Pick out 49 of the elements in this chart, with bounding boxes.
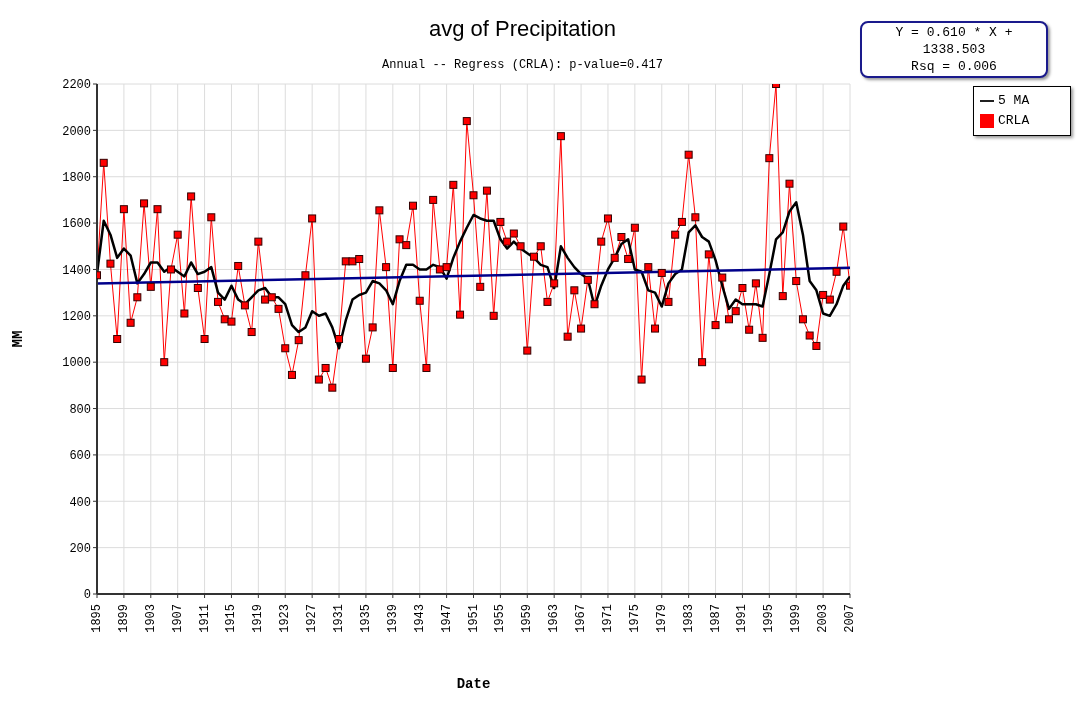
x-tick-label: 1895 [90,604,104,633]
line-series [97,200,850,350]
y-tick-label: 1400 [62,263,91,278]
x-tick-label: 1951 [466,604,481,633]
x-tick-label: 1935 [358,604,373,633]
y-tick-label: 2200 [62,78,91,93]
y-axis-title: MM [9,330,26,348]
x-tick-label: 1899 [116,604,131,633]
x-tick-label: 1943 [412,604,427,633]
x-tick-label: 1983 [681,604,696,633]
x-tick-label: 1911 [197,604,212,633]
y-tick-label: 600 [69,449,91,464]
y-tick-label: 800 [69,402,91,417]
x-tick-label: 1923 [278,604,293,633]
x-tick-label: 1947 [439,604,454,633]
x-tick-label: 1995 [762,604,777,633]
y-tick-label: 1200 [62,310,91,325]
x-tick-label: 1963 [547,604,562,633]
x-tick-label: 1915 [224,604,239,633]
y-tick-label: 200 [69,541,91,556]
x-tick-label: 2007 [843,604,857,633]
y-tick-label: 1800 [62,170,91,185]
y-tick-label: 1000 [62,356,91,371]
x-tick-label: 2003 [816,604,831,633]
chart-title: avg of Precipitation [428,16,617,41]
x-tick-label: 1971 [600,604,615,633]
x-tick-label: 1975 [627,604,642,633]
legend-label: 5 MA [998,93,1030,108]
y-tick-label: 2000 [62,124,91,139]
x-tick-label: 1955 [493,604,508,633]
x-tick-label: 1903 [143,604,158,633]
x-tick-label: 1907 [170,604,185,633]
x-tick-label: 1979 [654,604,669,633]
x-tick-label: 1967 [574,604,589,633]
x-axis-title: Date [456,676,491,692]
x-tick-label: 1987 [708,604,723,633]
x-tick-label: 1931 [332,604,347,633]
y-tick-label: 400 [69,495,91,510]
y-tick-label: 1600 [62,217,91,232]
equation-box: Y = 0.610 * X + 1338.503 Rsq = 0.006 [860,21,1048,78]
x-tick-label: 1959 [520,604,535,633]
y-tick-label: 0 [83,588,91,603]
x-tick-label: 1927 [305,604,320,633]
x-tick-label: 1919 [251,604,266,633]
legend-label: CRLA [998,113,1030,128]
x-tick-label: 1991 [735,604,750,633]
chart-subtitle: Annual -- Regress (CRLA): p-value=0.417 [382,58,663,72]
x-tick-label: 1999 [789,604,804,633]
x-tick-label: 1939 [385,604,400,633]
